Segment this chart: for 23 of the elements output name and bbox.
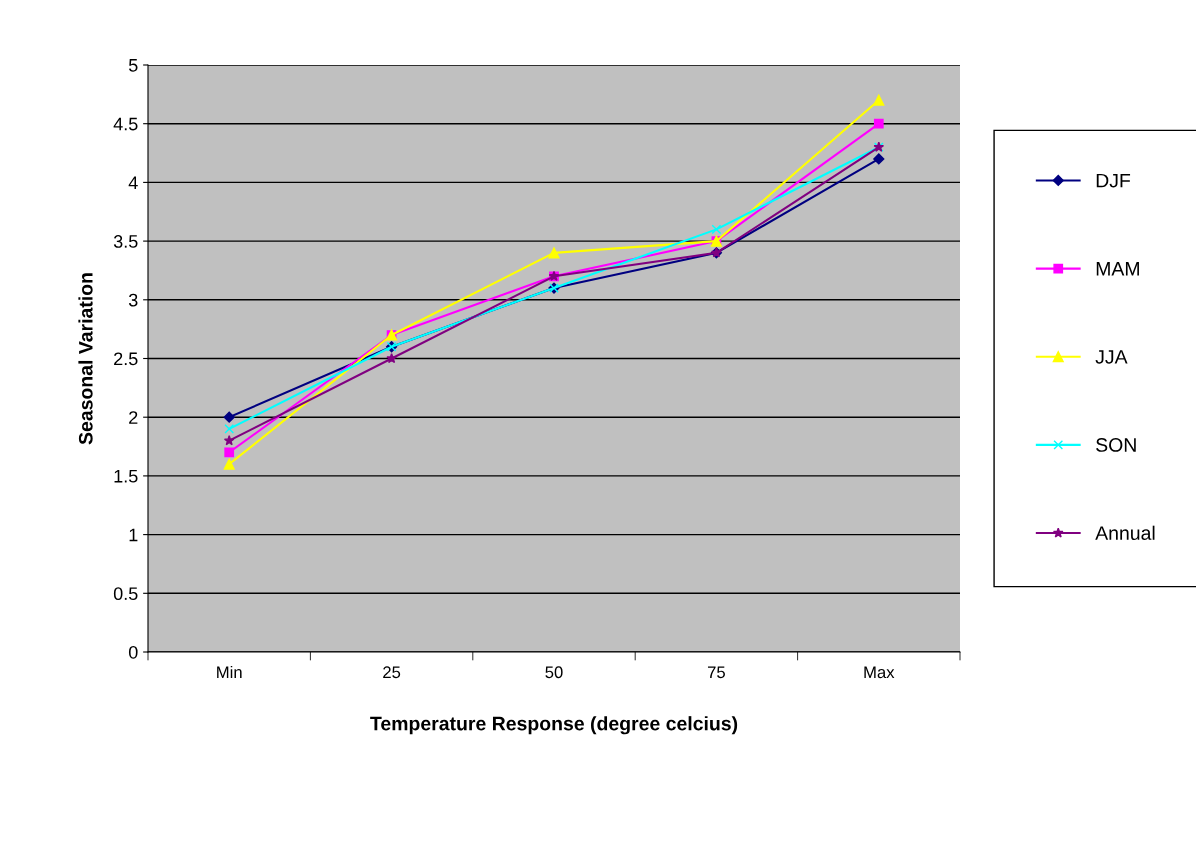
y-tick-label: 1.5 bbox=[114, 470, 138, 483]
x-tick-label: 75 bbox=[707, 666, 725, 679]
y-tick-label: 0 bbox=[128, 645, 138, 659]
y-tick-label: 0.5 bbox=[113, 587, 138, 601]
y-tick-label: 5 bbox=[128, 59, 138, 72]
legend-label: SON bbox=[1096, 438, 1136, 452]
y-tick-label: 3 bbox=[128, 293, 138, 307]
y-tick-label: 4.5 bbox=[113, 117, 138, 131]
x-tick-label: 50 bbox=[545, 666, 563, 679]
legend-label: JJA bbox=[1095, 350, 1128, 364]
x-axis-title: Temperature Response (degree celcius) bbox=[370, 716, 738, 735]
x-tick-label: Max bbox=[864, 666, 895, 679]
y-tick-label: 2 bbox=[129, 411, 138, 424]
y-tick-label: 2.5 bbox=[114, 352, 138, 366]
y-axis-title: Seasonal Variation bbox=[78, 273, 93, 445]
legend-label: DJF bbox=[1096, 173, 1131, 188]
y-tick-label: 3.5 bbox=[113, 235, 138, 248]
x-tick-label: 25 bbox=[383, 666, 401, 679]
y-tick-label: 4 bbox=[128, 176, 138, 189]
legend-label: MAM bbox=[1096, 262, 1139, 276]
y-tick-label: 1 bbox=[129, 528, 138, 542]
legend-label: Annual bbox=[1095, 525, 1155, 540]
x-tick-label: Min bbox=[217, 665, 242, 678]
